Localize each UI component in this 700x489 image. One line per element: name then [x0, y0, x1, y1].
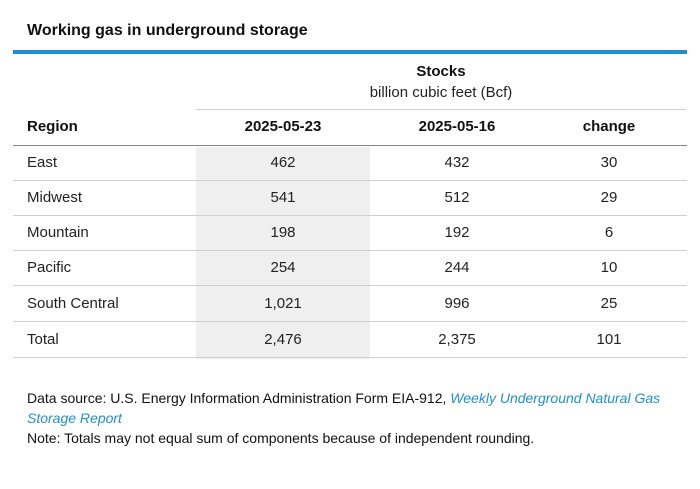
data-source-note: Data source: U.S. Energy Information Adm… — [27, 388, 687, 428]
row-change-value: 30 — [600, 154, 618, 171]
column-header-current-week: 2025-05-23 — [244, 118, 322, 135]
stocks-group-header: Stocks — [416, 63, 466, 80]
row-change-value: 6 — [604, 224, 614, 241]
data-source-text: Data source: U.S. Energy Information Adm… — [27, 390, 451, 406]
column-header-region: Region — [27, 118, 78, 135]
table-title: Working gas in underground storage — [27, 22, 308, 39]
title-accent-bar — [13, 50, 687, 54]
row-change-value: 101 — [596, 331, 622, 348]
row-region: South Central — [27, 295, 119, 312]
row-current-week-value: 462 — [270, 154, 296, 171]
row-prior-week-value: 512 — [444, 189, 470, 206]
column-header-change: change — [582, 118, 636, 135]
table-row: Midwest 541 512 29 — [13, 181, 687, 216]
row-current-week-value: 254 — [270, 259, 296, 276]
row-change-value: 29 — [600, 189, 618, 206]
row-prior-week-value: 432 — [444, 154, 470, 171]
row-change-value: 25 — [600, 295, 618, 312]
row-current-week-value: 2,476 — [264, 331, 302, 348]
row-current-week-value: 198 — [270, 224, 296, 241]
table-row-total: Total 2,476 2,375 101 — [13, 323, 687, 358]
row-prior-week-value: 996 — [444, 295, 470, 312]
row-prior-week-value: 192 — [444, 224, 470, 241]
row-prior-week-value: 244 — [444, 259, 470, 276]
report-link[interactable]: Weekly Underground Natural Gas Storage R… — [27, 390, 661, 426]
stocks-unit-label: billion cubic feet (Bcf) — [369, 84, 513, 101]
header-divider — [13, 145, 687, 146]
row-current-week-value: 1,021 — [264, 295, 302, 312]
row-current-week-value: 541 — [270, 189, 296, 206]
group-header-divider — [196, 109, 686, 110]
table-footnotes: Data source: U.S. Energy Information Adm… — [27, 388, 687, 448]
table-row: Mountain 198 192 6 — [13, 216, 687, 251]
table-row: East 462 432 30 — [13, 146, 687, 181]
current-week-column-shading — [196, 147, 370, 359]
row-region: Total — [27, 331, 59, 348]
rounding-note: Note: Totals may not equal sum of compon… — [27, 430, 535, 446]
row-region: Mountain — [27, 224, 89, 241]
row-region: Midwest — [27, 189, 83, 206]
table-row: Pacific 254 244 10 — [13, 251, 687, 286]
row-region: East — [27, 154, 58, 171]
table-row: South Central 1,021 996 25 — [13, 287, 687, 322]
row-change-value: 10 — [600, 259, 618, 276]
row-region: Pacific — [27, 259, 72, 276]
row-prior-week-value: 2,375 — [438, 331, 476, 348]
column-header-prior-week: 2025-05-16 — [418, 118, 496, 135]
